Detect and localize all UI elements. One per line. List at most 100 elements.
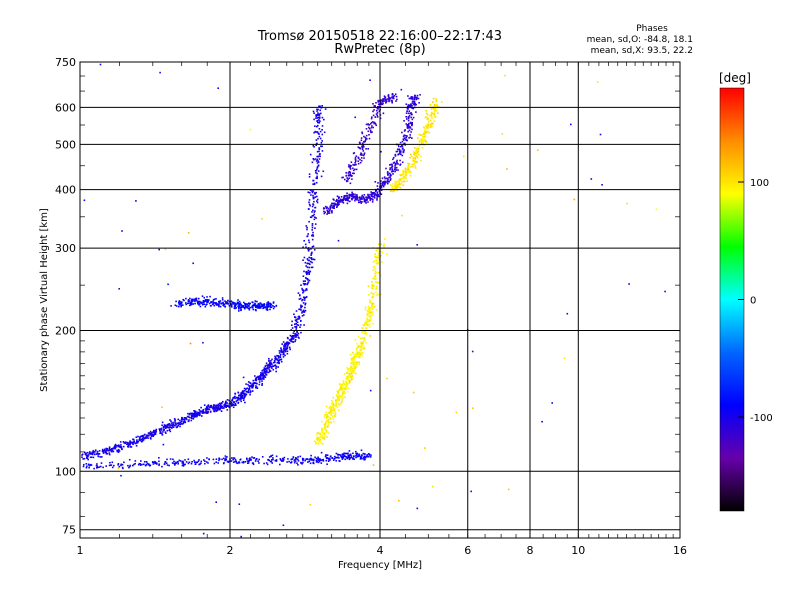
data-point [103,448,106,451]
data-point [428,131,431,134]
data-point [302,259,304,261]
data-point [348,174,350,177]
data-point [361,331,363,334]
data-point [257,306,260,309]
data-point [266,306,268,308]
data-point [432,97,435,100]
data-point [409,105,411,107]
data-point [327,418,330,421]
data-point [308,173,311,175]
data-point [261,370,263,372]
data-point [267,366,269,369]
data-point [333,415,335,418]
data-point [366,313,369,315]
data-point [338,397,341,400]
data-point [367,311,370,313]
data-point [338,203,340,206]
data-point [289,348,291,351]
data-point [398,142,401,145]
data-point [330,412,332,415]
data-point [342,456,345,459]
data-point [369,299,371,301]
data-point [168,429,171,431]
data-point [266,308,269,311]
data-point [376,193,379,195]
data-point [188,461,191,464]
data-point [221,458,223,461]
data-point [398,181,400,184]
data-point [307,282,309,285]
data-point [83,457,86,460]
data-point [380,193,383,195]
data-point [272,457,274,459]
data-point [317,164,320,167]
data-point [316,114,318,116]
data-point [343,452,346,455]
data-point [333,409,335,411]
data-point [358,454,361,457]
data-point [370,117,373,120]
data-point [402,177,405,180]
data-point [154,429,157,432]
data-point [336,205,338,207]
data-point [318,135,321,138]
data-point [309,204,311,207]
data-point [310,260,312,263]
data-point [192,300,194,302]
data-point [359,161,362,164]
data-point [311,161,314,164]
data-point [328,407,330,409]
data-point [241,392,243,394]
data-point [384,238,386,240]
data-point [261,374,263,377]
data-point [164,431,167,433]
data-point [350,362,352,365]
data-point [175,462,177,464]
data-point [82,465,85,468]
data-point [377,106,379,108]
data-point [405,116,407,118]
data-point [429,104,432,107]
data-point [350,370,352,372]
data-point [275,305,278,307]
data-point [308,460,311,463]
data-point [189,304,191,307]
data-point [292,332,295,334]
data-point [401,131,403,134]
data-point [256,382,258,385]
data-point [369,315,371,317]
data-point [306,283,309,286]
data-point [342,397,344,400]
data-point [339,388,342,391]
data-point [394,162,397,165]
data-point [301,310,304,313]
data-point [349,200,351,203]
data-point [160,429,163,431]
data-point [169,419,171,421]
data-point [193,412,195,415]
data-point [260,373,262,376]
data-point [205,409,207,412]
data-point [353,367,355,370]
data-point [374,281,377,283]
data-point [262,304,265,306]
data-point [172,458,174,461]
data-point [172,421,174,424]
data-point [122,467,124,470]
data-point [248,304,250,306]
data-point [169,430,172,433]
data-point [312,144,315,147]
data-point [359,158,361,161]
data-point [355,155,358,157]
data-point [371,196,374,198]
data-point [414,102,416,105]
data-point [237,306,240,309]
data-point [253,304,255,307]
data-point [181,462,184,464]
data-point [100,462,103,464]
data-point [351,372,353,374]
data-point [140,438,142,441]
data-point [275,370,277,373]
data-point [358,351,361,353]
data-point [268,456,271,458]
